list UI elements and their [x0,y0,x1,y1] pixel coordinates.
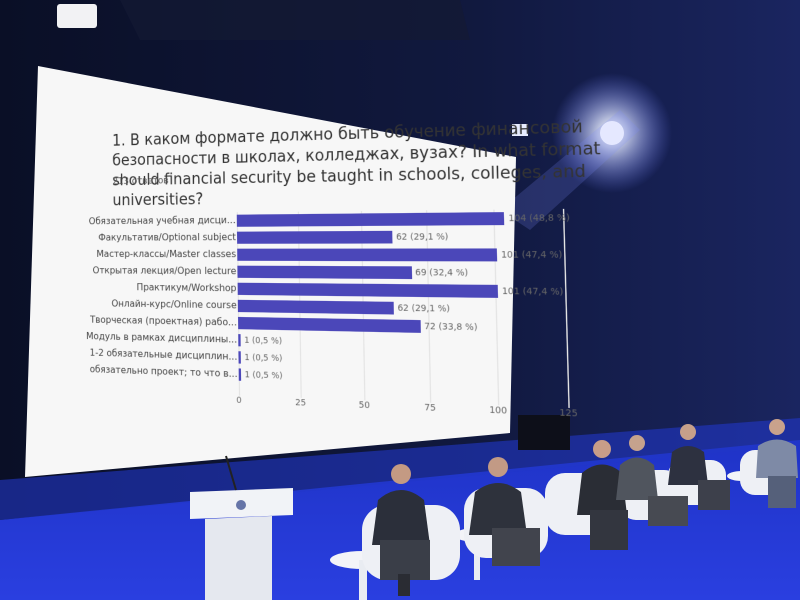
x-tick-label: 25 [295,398,306,408]
podium-emblem [236,500,246,510]
bar [238,317,421,333]
category-label: Открытая лекция/Open lecture [49,263,236,281]
category-label: Факультатив/Optional subject [49,229,236,246]
x-axis: 0 25 50 75 100 125 [239,396,569,425]
category-label: Мастер-классы/Master classes [49,246,236,263]
podium-base [205,516,272,600]
bar [237,248,497,261]
bar [237,266,411,279]
value-label: 104 (48,8 %) [508,209,570,228]
bar [238,351,241,363]
slide-question: 1. В каком формате должно быть обучение … [112,116,603,211]
x-tick-label: 50 [359,400,370,411]
x-tick-label: 100 [489,405,507,416]
bar [238,300,394,315]
bar [238,283,499,298]
bar [237,212,505,227]
value-label: 1 (0,5 %) [244,332,282,350]
value-label: 69 (32,4 %) [415,264,468,282]
value-label: 62 (29,1 %) [397,299,450,318]
value-label: 1 (0,5 %) [244,349,282,367]
chart-row: Мастер-классы/Master classes 101 (47,4 %) [39,246,619,265]
bar [237,231,392,244]
slide-content: 1. В каком формате должно быть обучение … [38,37,626,520]
value-label: 101 (47,4 %) [502,282,564,301]
ceiling-light-left [57,4,97,28]
ceiling-truss [120,0,470,40]
x-tick-label: 0 [236,395,241,405]
bar [238,334,241,346]
category-label: Обязательная учебная дисци... [49,212,236,230]
x-tick-label: 75 [424,403,436,414]
value-label: 101 (47,4 %) [501,246,563,264]
value-label: 1 (0,5 %) [245,366,283,385]
chart-row: Факультатив/Optional subject 62 (29,1 %) [38,227,617,246]
response-count: 213 ответов [112,175,168,187]
value-label: 62 (29,1 %) [396,228,449,246]
bar [239,368,242,380]
value-label: 72 (33,8 %) [424,318,478,337]
x-tick-label: 125 [559,408,578,419]
